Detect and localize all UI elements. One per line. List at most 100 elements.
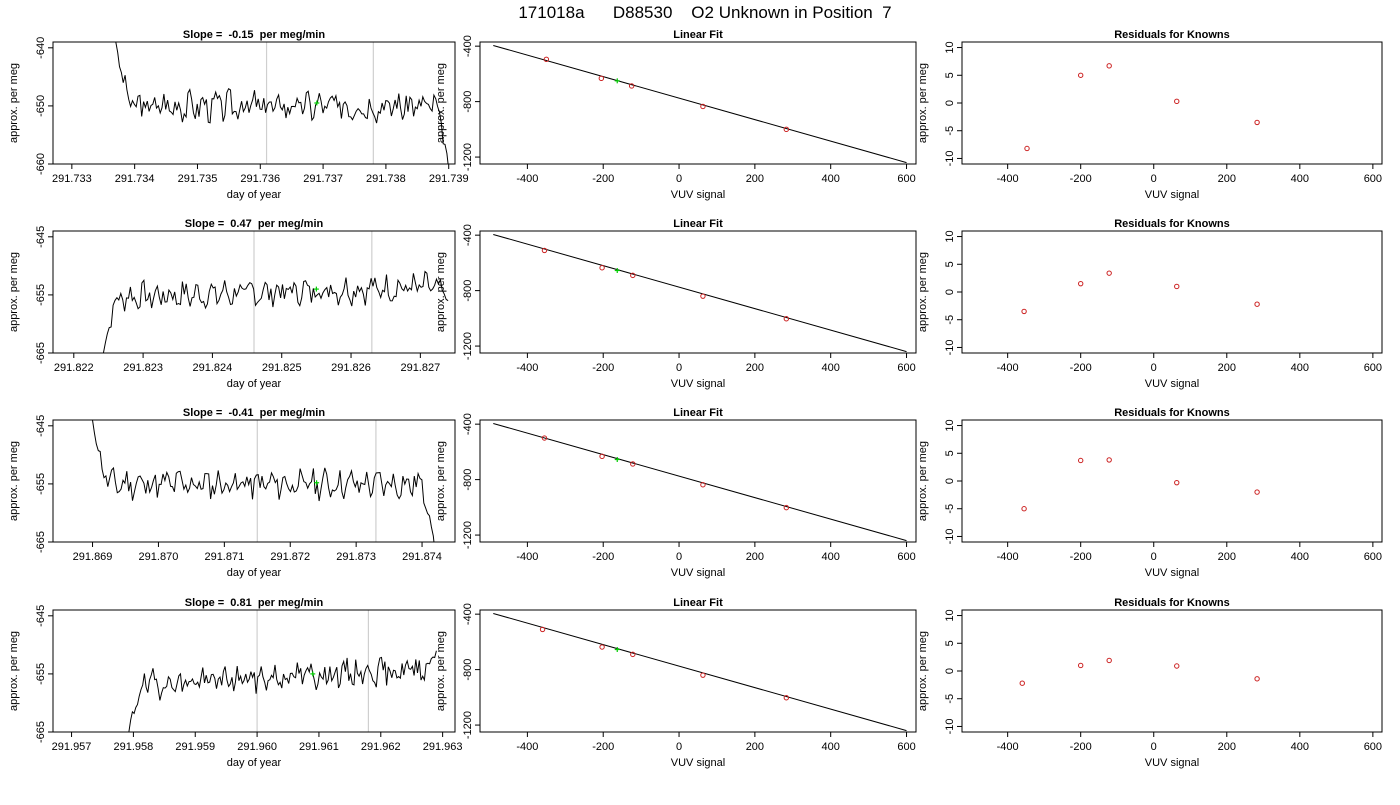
x-tick-label: -200 [1070, 173, 1092, 185]
x-tick-label: 600 [1364, 173, 1382, 185]
x-tick-label: 291.961 [299, 741, 339, 753]
data-point [783, 695, 790, 701]
x-tick-label: -400 [516, 173, 538, 185]
y-tick-label: 10 [944, 41, 956, 53]
panel-title: Linear Fit [673, 407, 723, 419]
x-tick-label: 600 [1364, 551, 1382, 563]
y-axis-label: approx. per meg [435, 631, 447, 711]
x-tick-label: 291.957 [52, 741, 92, 753]
x-tick-label: 0 [1151, 173, 1157, 185]
data-point [1077, 662, 1084, 669]
y-tick-label: -1200 [462, 521, 474, 549]
y-axis-label: approx. per meg [917, 441, 929, 521]
x-tick-label: 400 [822, 173, 840, 185]
y-tick-label: 0 [944, 100, 956, 106]
data-point [783, 126, 790, 133]
x-tick-label: 600 [1364, 362, 1382, 374]
x-axis-label: VUV signal [1145, 757, 1199, 769]
y-tick-label: 10 [944, 609, 956, 621]
plot-frame [52, 609, 456, 733]
data-point [1106, 270, 1112, 276]
x-tick-label: 400 [1291, 551, 1309, 563]
y-tick-label: 10 [944, 419, 956, 431]
panel-1-2: Residuals for Knowns -400 -200 0 200 400 600 -1… [917, 218, 1383, 390]
panel-title: Linear Fit [673, 597, 723, 609]
data-point [599, 265, 605, 271]
data-point [1077, 280, 1084, 287]
x-tick-label: -200 [1070, 551, 1092, 563]
data-point [541, 247, 548, 254]
y-axis-label: approx. per meg [8, 631, 20, 711]
data-point [1106, 657, 1112, 664]
panel-3-2: Residuals for Knowns -400 -200 0 200 400 600 -1… [917, 597, 1383, 769]
plot-frame [961, 41, 1383, 165]
x-tick-label: 291.827 [400, 362, 440, 374]
x-axis-label: day of year [227, 567, 282, 579]
panel-title: Residuals for Knowns [1114, 407, 1230, 419]
y-axis-label: approx. per meg [8, 252, 20, 332]
x-tick-label: 291.825 [262, 362, 302, 374]
x-tick-label: 400 [822, 362, 840, 374]
plot-frame [52, 419, 456, 543]
y-tick-label: 0 [944, 478, 956, 484]
x-axis-label: VUV signal [671, 189, 725, 201]
plot-frame [961, 419, 1383, 543]
data-point [1254, 489, 1260, 495]
x-tick-label: 0 [1151, 741, 1157, 753]
panel-3-0: Slope = 0.81 per meg/min 291.957 291.958 29… [8, 597, 463, 769]
x-axis-label: day of year [227, 378, 282, 390]
x-tick-label: 291.959 [175, 741, 215, 753]
x-tick-label: 200 [746, 173, 764, 185]
plot-frame [52, 230, 456, 354]
y-tick-label: -400 [462, 413, 474, 435]
data-point [700, 672, 706, 678]
data-point [783, 316, 790, 322]
y-tick-label: 5 [944, 450, 956, 456]
x-tick-label: 291.960 [237, 741, 277, 753]
fit-line [493, 44, 907, 164]
y-tick-label: 5 [944, 640, 956, 646]
data-point [630, 272, 636, 279]
data-point [539, 626, 546, 633]
x-tick-label: 0 [1151, 362, 1157, 374]
y-tick-label: -665 [35, 721, 47, 743]
panel-title: Residuals for Knowns [1114, 29, 1230, 41]
x-tick-label: 0 [676, 362, 682, 374]
x-tick-label: 200 [1218, 173, 1236, 185]
x-axis-label: VUV signal [671, 757, 725, 769]
data-point [541, 435, 548, 441]
data-point [1174, 98, 1180, 105]
y-tick-label: -800 [462, 469, 474, 491]
data-point [700, 293, 706, 299]
panel-title: Linear Fit [673, 218, 723, 230]
panel-1-0: Slope = 0.47 per meg/min 291.822 291.823 29… [8, 218, 456, 390]
x-tick-label: -400 [516, 362, 538, 374]
panel-title: Residuals for Knowns [1114, 218, 1230, 230]
data-point [599, 453, 605, 460]
x-tick-label: 600 [1364, 741, 1382, 753]
y-tick-label: -10 [944, 151, 956, 167]
x-tick-label: 291.874 [402, 551, 442, 563]
x-tick-label: 291.823 [123, 362, 163, 374]
data-point [1174, 283, 1180, 290]
x-tick-label: -400 [997, 362, 1019, 374]
x-tick-label: 0 [676, 741, 682, 753]
x-tick-label: 291.822 [54, 362, 94, 374]
data-point [599, 644, 605, 650]
x-tick-label: 291.826 [331, 362, 371, 374]
series-line [115, 42, 449, 164]
data-point [1021, 308, 1027, 315]
y-axis-label: approx. per meg [917, 252, 929, 332]
x-tick-label: 291.963 [423, 741, 463, 753]
y-axis-label: approx. per meg [435, 63, 447, 143]
panel-title: Slope = 0.81 per meg/min [185, 597, 324, 609]
x-tick-label: 291.734 [115, 173, 155, 185]
y-tick-label: -660 [35, 153, 47, 175]
x-axis-label: VUV signal [1145, 378, 1199, 390]
y-tick-label: -10 [944, 529, 956, 545]
figure-title: 171018a D88530 O2 Unknown in Position 7 [518, 3, 891, 22]
x-tick-label: 291.869 [73, 551, 113, 563]
panel-0-1: Linear Fit -400 -200 0 200 400 600 -1200 -800 -40… [435, 29, 917, 201]
